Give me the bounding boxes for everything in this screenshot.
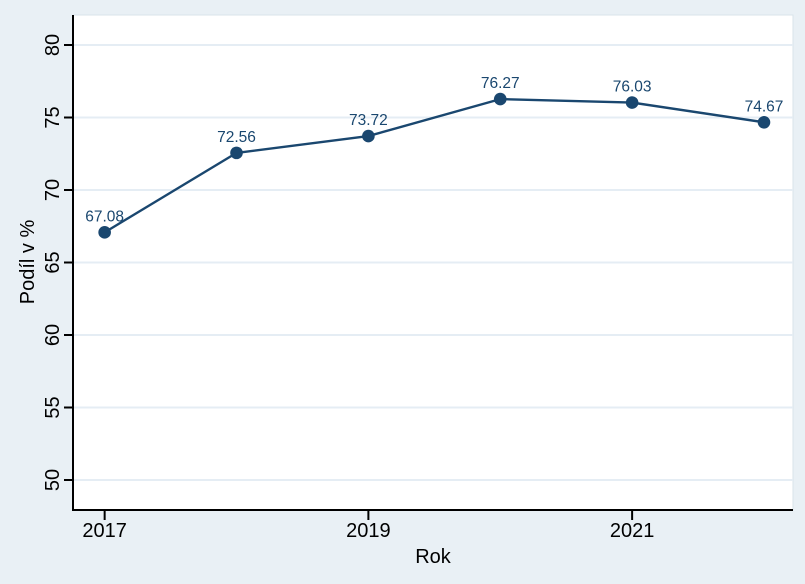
x-axis-title: Rok: [415, 546, 451, 568]
data-point-label: 74.67: [745, 98, 784, 115]
y-tick-label: 65: [42, 251, 64, 273]
data-point-label: 76.27: [481, 75, 520, 92]
data-point-label: 76.03: [613, 79, 652, 96]
data-point-marker: [757, 115, 771, 129]
y-tick-label: 80: [42, 34, 64, 56]
x-tick-label: 2021: [610, 520, 655, 542]
data-point-marker: [493, 92, 507, 106]
data-point-marker: [362, 129, 375, 143]
x-tick-label: 2017: [82, 520, 127, 542]
data-point-marker: [98, 226, 111, 239]
series-line: [104, 97, 765, 234]
y-tick-label: 55: [42, 396, 64, 418]
y-tick-label: 70: [42, 179, 64, 201]
data-point-label: 73.72: [349, 112, 388, 129]
y-tick-label: 50: [42, 469, 64, 491]
data-point-label: 67.08: [85, 208, 124, 225]
data-point-marker: [625, 96, 639, 109]
y-axis-title: Podíl v %: [17, 219, 39, 305]
y-tick-label: 60: [42, 324, 64, 346]
data-point-label: 72.56: [217, 129, 256, 146]
data-point-marker: [230, 146, 243, 160]
y-tick-label: 75: [42, 106, 64, 128]
x-tick-label: 2019: [346, 520, 391, 542]
